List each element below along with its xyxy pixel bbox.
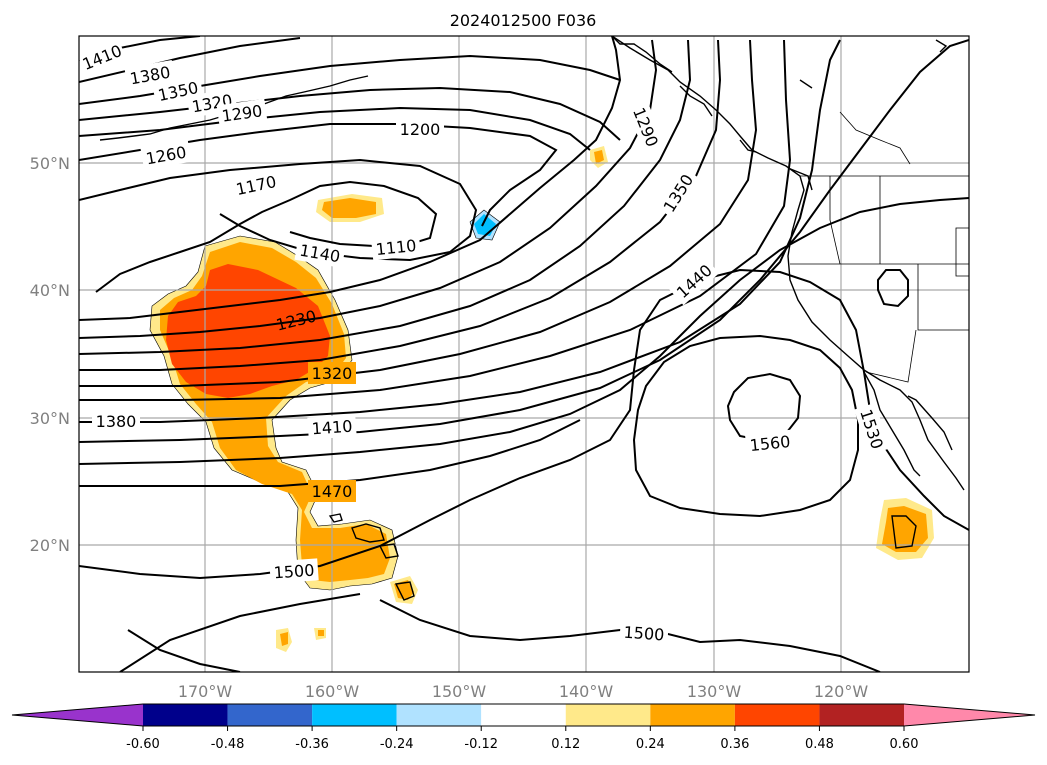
colorbar-tick-label: 0.12 [551, 737, 580, 752]
colorbar-segment [819, 704, 904, 726]
colorbar-extend-min [12, 704, 143, 726]
lon-label: 160°W [305, 682, 360, 701]
map-area: 1410 1380 1350 1320 1290 1260 1200 1170 … [79, 36, 969, 672]
colorbar: -0.60 -0.48 -0.36 -0.24 -0.12 0.12 0.24 0.36 0.4… [11, 703, 1036, 752]
contour-label: 1560 [749, 432, 791, 455]
colorbar-extend-max [904, 704, 1035, 726]
lon-label: 130°W [687, 682, 742, 701]
longitude-labels: 170°W 160°W 150°W 140°W 130°W 120°W [178, 682, 869, 701]
lat-label: 40°N [30, 281, 70, 300]
lat-label: 30°N [30, 409, 70, 428]
colorbar-segment [312, 704, 397, 726]
colorbar-segment [565, 704, 651, 726]
colorbar-segment [650, 704, 735, 726]
graticule [79, 36, 969, 672]
lat-label: 50°N [30, 154, 70, 173]
colorbar-segment [143, 704, 228, 726]
contour-label: 1260 [144, 143, 187, 169]
colorbar-tick-label: 0.60 [890, 737, 919, 752]
lon-label: 140°W [559, 682, 614, 701]
contour-label: 1380 [96, 412, 137, 431]
colorbar-tick-label: 0.24 [636, 737, 665, 752]
contour-label: 1500 [273, 561, 315, 583]
colorbar-tick-label: 0.48 [805, 737, 834, 752]
lat-label: 20°N [30, 536, 70, 555]
colorbar-tick-label: -0.48 [211, 737, 245, 752]
colorbar-segment [396, 704, 482, 726]
latitude-labels: 50°N 40°N 30°N 20°N [30, 154, 70, 555]
lon-label: 120°W [814, 682, 869, 701]
colorbar-tick-label: -0.12 [464, 737, 498, 752]
contour-label: 1170 [234, 172, 278, 199]
colorbar-segment [481, 704, 566, 726]
contour-label: 1410 [311, 417, 353, 439]
lon-label: 170°W [178, 682, 233, 701]
colorbar-tick-label: -0.60 [126, 737, 160, 752]
colorbar-segment [227, 704, 313, 726]
political-borders [790, 111, 969, 383]
map-title: 2024012500 F036 [450, 11, 597, 30]
height-contours [79, 36, 969, 672]
colorbar-tick-label: 0.36 [720, 737, 749, 752]
contour-label: 1320 [312, 364, 353, 383]
contour-label: 1470 [312, 482, 353, 501]
contour-label: 1200 [400, 120, 441, 139]
lon-label: 150°W [432, 682, 487, 701]
colorbar-segment [734, 704, 820, 726]
colorbar-tick-label: -0.36 [295, 737, 329, 752]
contour-label: 1500 [623, 623, 665, 645]
colorbar-tick-label: -0.24 [380, 737, 414, 752]
map-frame [78, 35, 970, 673]
contour-label: 1110 [375, 236, 417, 259]
